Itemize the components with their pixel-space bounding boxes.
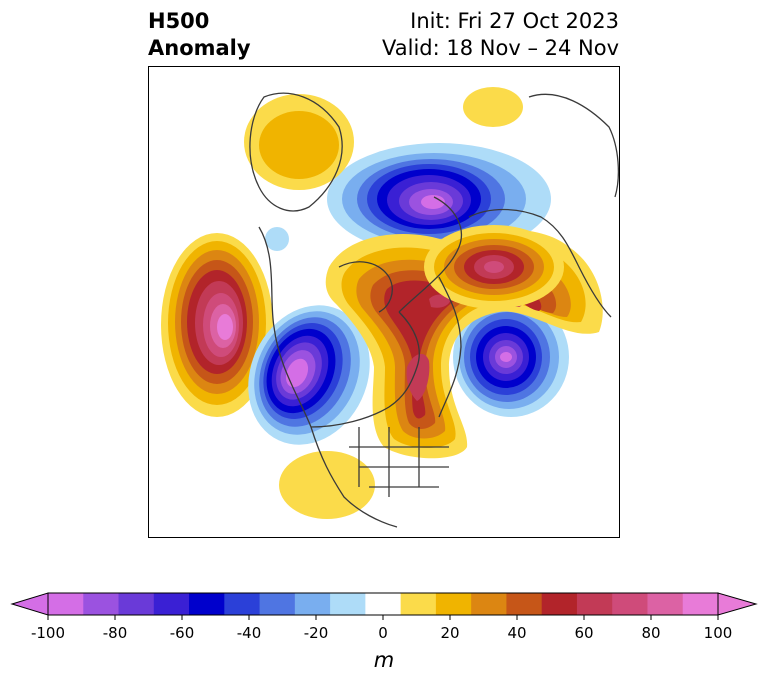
title-variable: H500 — [148, 9, 210, 33]
colorbar-swatch — [83, 593, 120, 615]
colorbar-extend-max — [717, 592, 758, 616]
gulf-of-alaska-high — [161, 233, 273, 417]
colorbar-swatch — [189, 593, 225, 615]
colorbar-tick-label: 0 — [378, 624, 388, 642]
title-left: H500 Anomaly — [148, 8, 251, 62]
colorbar-swatch — [647, 593, 684, 615]
colorbar-swatch — [294, 593, 331, 615]
colorbar-tick-label: 100 — [703, 624, 733, 642]
colorbar-tick-label: -100 — [30, 624, 66, 642]
colorbar-swatch — [682, 593, 719, 615]
colorbar-swatch — [471, 593, 507, 615]
colorbar-extend-min — [10, 592, 49, 616]
colorbar-swatch — [576, 593, 613, 615]
valid-range: Valid: 18 Nov – 24 Nov — [382, 36, 619, 60]
colorbar-tick-label: -20 — [303, 624, 329, 642]
colorbar-swatch — [541, 593, 578, 615]
colorbar — [10, 592, 758, 620]
coastlines — [249, 92, 619, 528]
title-right: Init: Fri 27 Oct 2023 Valid: 18 Nov – 24… — [382, 8, 619, 62]
init-date: Init: Fri 27 Oct 2023 — [410, 9, 619, 33]
colorbar-tick-label: 40 — [507, 624, 527, 642]
west-coast-low — [248, 305, 370, 445]
north-atlantic-low — [453, 297, 569, 417]
colorbar-swatch — [259, 593, 296, 615]
europe-high — [424, 225, 564, 309]
arctic-low — [327, 143, 551, 255]
colorbar-swatch — [118, 593, 155, 615]
colorbar-tick-label: 20 — [440, 624, 460, 642]
colorbar-swatch — [400, 593, 437, 615]
title-subtitle: Anomaly — [148, 36, 251, 60]
colorbar-tick-label: 80 — [641, 624, 661, 642]
colorbar-unit-label: m — [373, 648, 395, 672]
colorbar-swatch — [224, 593, 261, 615]
colorbar-tick-label: -60 — [169, 624, 195, 642]
map-panel — [148, 66, 620, 538]
colorbar-swatch — [48, 593, 84, 615]
colorbar-tick-label: -40 — [236, 624, 262, 642]
colorbar-tick-label: -80 — [102, 624, 128, 642]
colorbar-swatch — [612, 593, 648, 615]
colorbar-swatch — [506, 593, 543, 615]
mexico-high — [265, 227, 375, 519]
colorbar-tick-label: 60 — [574, 624, 594, 642]
colorbar-swatch — [435, 593, 472, 615]
colorbar-swatch — [330, 593, 366, 615]
colorbar-swatch — [365, 593, 402, 615]
western-arctic-high — [244, 87, 523, 190]
anomaly-map — [161, 87, 619, 528]
colorbar-swatch — [153, 593, 190, 615]
